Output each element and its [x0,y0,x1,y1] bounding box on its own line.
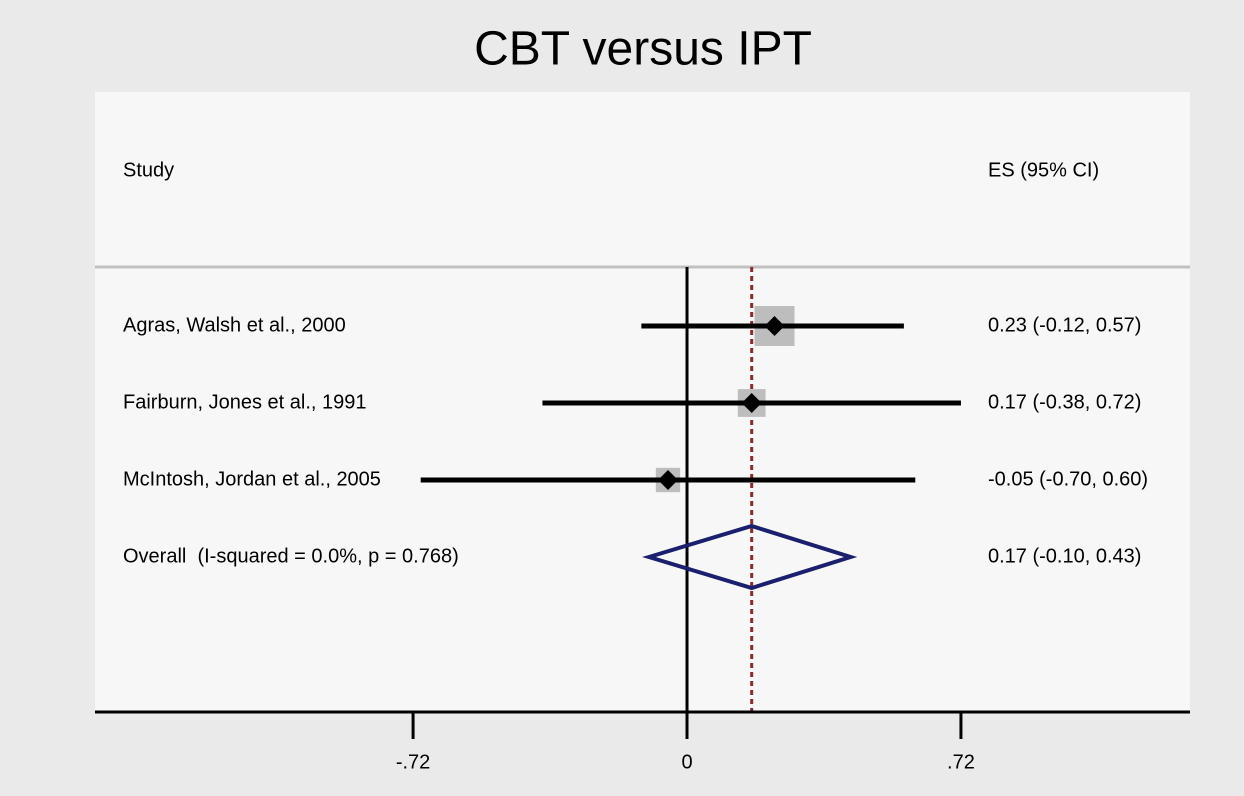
overall-es-label: 0.17 (-0.10, 0.43) [988,545,1141,567]
effect-marker [657,470,678,490]
x-tick-label: -.72 [396,751,430,773]
es-header: ES (95% CI) [988,159,1099,181]
effect-marker [764,316,785,336]
effect-marker [741,393,762,413]
chart-title: CBT versus IPT [474,23,812,76]
x-tick-label: .72 [947,751,975,773]
es-label: 0.23 (-0.12, 0.57) [988,314,1141,336]
study-label: Agras, Walsh et al., 2000 [123,314,346,336]
es-label: -0.05 (-0.70, 0.60) [988,468,1148,490]
study-label: Fairburn, Jones et al., 1991 [123,391,366,413]
overall-label: Overall (I-squared = 0.0%, p = 0.768) [123,545,459,567]
study-header: Study [123,159,174,181]
es-label: 0.17 (-0.38, 0.72) [988,391,1141,413]
study-label: McIntosh, Jordan et al., 2005 [123,468,381,490]
x-tick-label: 0 [681,751,692,773]
overall-diamond [642,523,858,591]
